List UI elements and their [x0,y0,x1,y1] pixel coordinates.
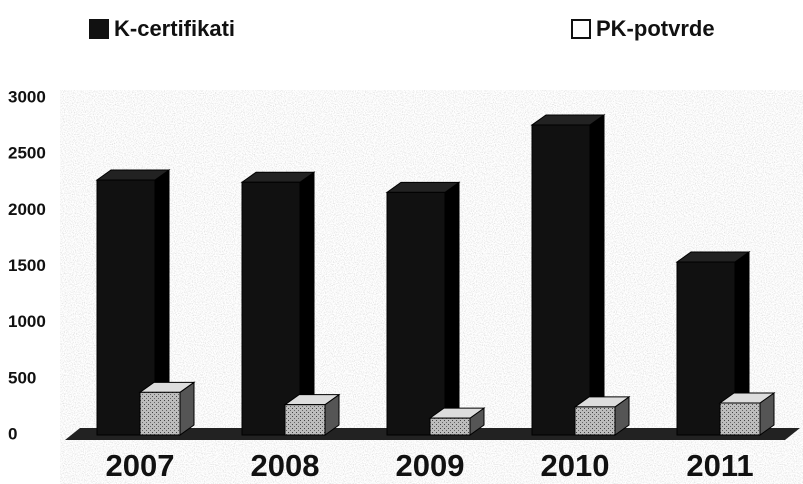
x-tick-label: 2011 [686,448,753,483]
x-tick-label: 2008 [251,448,320,483]
y-tick-label: 2000 [8,200,46,219]
x-tick-label: 2009 [396,448,465,483]
bar [719,402,761,436]
y-tick-label: 1500 [8,256,46,275]
legend-label: K-certifikati [114,16,235,41]
y-tick-label: 1000 [8,312,46,331]
bar [574,406,616,436]
bar [386,191,446,436]
y-tick-label: 3000 [8,87,46,106]
bar [429,417,471,436]
x-tick-label: 2010 [541,448,610,483]
legend-swatch [89,19,109,39]
bar [284,404,326,436]
legend: K-certifikati PK-potvrde [89,16,715,41]
bar [139,391,181,436]
legend-label: PK-potvrde [596,16,715,41]
x-tick-label: 2007 [106,448,175,483]
bar [531,124,591,436]
bar-side [444,181,460,436]
plot: 0 500 1000 1500 2000 2500 3000 2007 2008 2009 2010… [8,87,776,483]
y-tick-label: 0 [8,424,17,443]
bar-side [589,113,605,436]
y-tick-label: 500 [8,368,36,387]
y-tick-label: 2500 [8,144,46,163]
bar [241,181,301,436]
legend-swatch [571,19,591,39]
